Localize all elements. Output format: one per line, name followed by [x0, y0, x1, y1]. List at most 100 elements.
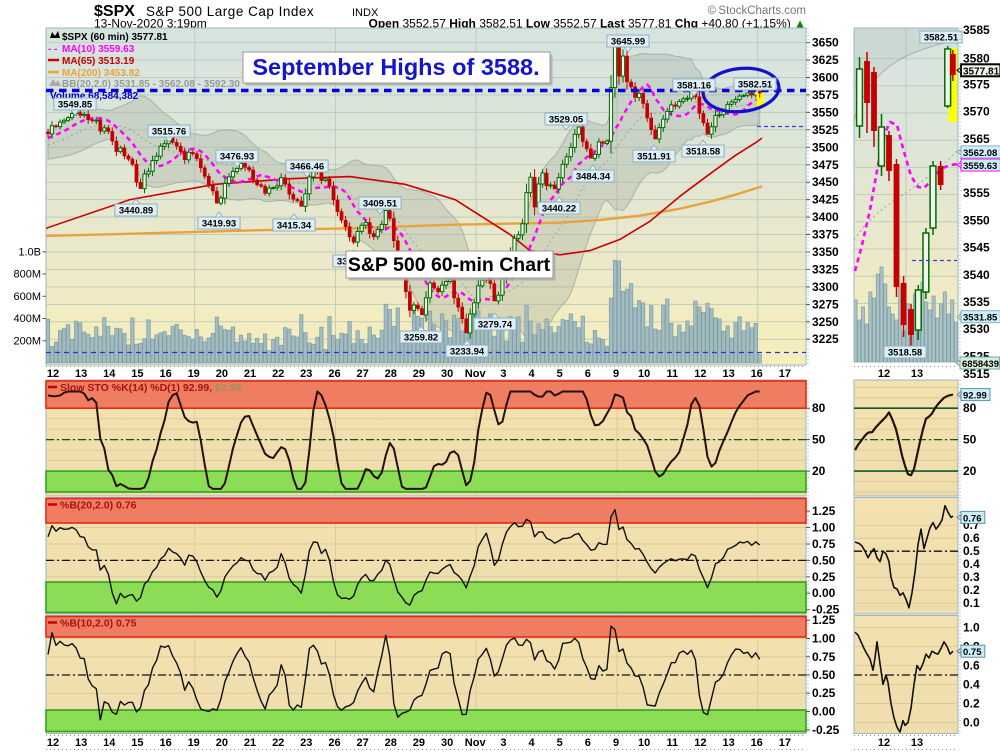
svg-text:Slow STO %K(14) %D(1) 92.99, 9: Slow STO %K(14) %D(1) 92.99, 92.99	[60, 382, 241, 394]
svg-text:3233.94: 3233.94	[450, 347, 485, 358]
svg-text:0.6: 0.6	[963, 531, 980, 545]
svg-text:%B(10,2.0) 0.75: %B(10,2.0) 0.75	[60, 618, 137, 630]
svg-text:3279.74: 3279.74	[478, 320, 513, 331]
svg-text:$SPX: $SPX	[94, 3, 135, 20]
svg-text:1.25: 1.25	[812, 504, 836, 518]
svg-text:13: 13	[911, 368, 923, 380]
svg-text:21: 21	[244, 737, 256, 749]
svg-text:-0.25: -0.25	[812, 723, 840, 737]
svg-text:20: 20	[963, 464, 977, 478]
svg-text:3575: 3575	[963, 77, 990, 91]
svg-text:0.75: 0.75	[812, 650, 836, 664]
svg-text:3400: 3400	[812, 210, 839, 224]
svg-text:3570: 3570	[963, 105, 990, 119]
svg-text:12: 12	[47, 737, 59, 749]
svg-text:0.2: 0.2	[963, 697, 980, 711]
svg-text:30: 30	[441, 368, 453, 380]
svg-text:16: 16	[159, 368, 171, 380]
svg-text:29: 29	[413, 737, 425, 749]
svg-text:3425: 3425	[812, 193, 839, 207]
svg-text:4: 4	[528, 737, 535, 749]
svg-text:3600: 3600	[812, 71, 839, 85]
svg-text:26: 26	[328, 368, 340, 380]
svg-text:27: 27	[356, 368, 368, 380]
svg-text:17: 17	[779, 737, 791, 749]
svg-text:0.00: 0.00	[812, 586, 836, 600]
svg-text:3549.85: 3549.85	[58, 100, 93, 111]
svg-text:3375: 3375	[812, 228, 839, 242]
svg-text:3580: 3580	[963, 52, 990, 66]
svg-text:Nov: Nov	[465, 737, 487, 749]
svg-text:400M: 400M	[13, 313, 41, 325]
svg-text:3550: 3550	[812, 105, 839, 119]
svg-text:50: 50	[812, 433, 826, 447]
svg-text:3550: 3550	[963, 213, 990, 227]
svg-text:Nov: Nov	[465, 368, 487, 380]
svg-text:0.4: 0.4	[963, 678, 980, 692]
svg-text:28: 28	[385, 368, 397, 380]
svg-text:50: 50	[963, 433, 977, 447]
svg-text:13-Nov-2020 3:19pm: 13-Nov-2020 3:19pm	[94, 17, 207, 31]
svg-text:19: 19	[188, 737, 200, 749]
svg-text:22: 22	[272, 368, 284, 380]
svg-text:600M: 600M	[13, 291, 41, 303]
svg-text:0.00: 0.00	[812, 705, 836, 719]
svg-text:3250: 3250	[812, 315, 839, 329]
svg-text:5: 5	[557, 737, 563, 749]
svg-text:3350: 3350	[812, 245, 839, 259]
svg-text:MA(65) 3513.19: MA(65) 3513.19	[62, 56, 135, 67]
svg-text:12: 12	[694, 368, 706, 380]
svg-text:3419.93: 3419.93	[202, 219, 236, 230]
svg-text:17: 17	[779, 368, 791, 380]
svg-text:1.00: 1.00	[812, 521, 836, 535]
svg-text:3582.51: 3582.51	[738, 80, 773, 91]
svg-text:3535: 3535	[963, 295, 990, 309]
svg-text:13: 13	[75, 368, 87, 380]
svg-text:13: 13	[722, 368, 734, 380]
svg-text:5: 5	[557, 368, 563, 380]
svg-text:3450: 3450	[812, 175, 839, 189]
svg-text:1.00: 1.00	[812, 632, 836, 646]
svg-text:0.75: 0.75	[812, 537, 836, 551]
svg-text:3645.99: 3645.99	[611, 37, 645, 48]
svg-text:1.0B: 1.0B	[18, 246, 41, 258]
svg-text:0.4: 0.4	[963, 557, 980, 571]
svg-text:12: 12	[694, 737, 706, 749]
svg-text:19: 19	[188, 368, 200, 380]
svg-text:3518.58: 3518.58	[888, 348, 922, 359]
svg-text:3518.58: 3518.58	[686, 147, 720, 158]
svg-text:13: 13	[911, 737, 923, 749]
svg-text:200M: 200M	[13, 335, 41, 347]
svg-text:16: 16	[159, 737, 171, 749]
svg-text:20: 20	[216, 368, 228, 380]
svg-text:Open 3552.57 High 3582.51 Low: Open 3552.57 High 3582.51 Low 3552.57 La…	[368, 17, 806, 31]
svg-text:800M: 800M	[13, 269, 41, 281]
svg-text:$SPX (60 min) 3577.81: $SPX (60 min) 3577.81	[62, 32, 168, 43]
svg-text:3300: 3300	[812, 280, 839, 294]
svg-text:-0.25: -0.25	[812, 603, 840, 617]
svg-text:23: 23	[300, 737, 312, 749]
svg-text:0.25: 0.25	[812, 570, 836, 584]
svg-text:3540: 3540	[963, 268, 990, 282]
svg-text:3577.81: 3577.81	[963, 66, 1000, 77]
svg-text:0.76: 0.76	[963, 513, 982, 524]
svg-text:3484.34: 3484.34	[576, 172, 611, 183]
svg-text:12: 12	[47, 368, 59, 380]
svg-text:3525: 3525	[812, 123, 839, 137]
svg-text:6: 6	[585, 737, 591, 749]
svg-text:3415.34: 3415.34	[277, 221, 312, 232]
svg-text:3565: 3565	[963, 132, 990, 146]
svg-text:3515: 3515	[963, 367, 990, 381]
svg-text:16: 16	[751, 368, 763, 380]
svg-text:14: 14	[103, 368, 116, 380]
svg-text:29: 29	[413, 368, 425, 380]
svg-text:0.3: 0.3	[963, 570, 980, 584]
svg-text:3625: 3625	[812, 53, 839, 67]
svg-text:10: 10	[638, 368, 650, 380]
svg-text:13: 13	[722, 737, 734, 749]
svg-text:10: 10	[638, 737, 650, 749]
svg-text:9: 9	[613, 737, 619, 749]
svg-text:0.75: 0.75	[963, 647, 982, 658]
svg-text:11: 11	[666, 737, 678, 749]
svg-text:3531.85: 3531.85	[963, 313, 998, 324]
